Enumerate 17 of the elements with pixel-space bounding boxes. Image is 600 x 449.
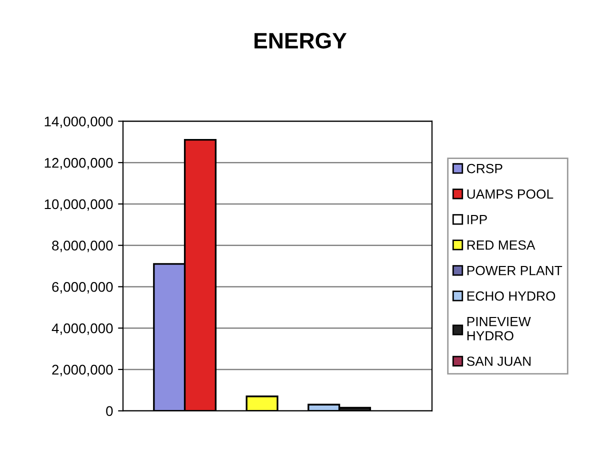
- y-tick-label: 0: [106, 406, 113, 416]
- legend-label: IPP: [468, 215, 487, 224]
- legend-label: ECHO HYDRO: [467, 291, 556, 301]
- y-tick-label: 4,000,000: [52, 323, 113, 335]
- y-tick-label: 14,000,000: [44, 116, 113, 128]
- legend-label: SAN JUAN: [466, 356, 531, 366]
- legend-label: UAMPS POOL: [467, 189, 554, 199]
- legend-label: RED MESA: [467, 240, 536, 250]
- legend-label: PINEVIEW HYDRO: [467, 316, 531, 340]
- legend-label: CRSP: [467, 164, 502, 174]
- y-tick-label: 10,000,000: [44, 199, 113, 211]
- y-tick-label: 12,000,000: [44, 158, 113, 170]
- y-tick-label: 8,000,000: [52, 240, 113, 252]
- y-tick-label: 6,000,000: [52, 282, 113, 294]
- y-tick-label: 2,000,000: [52, 364, 113, 376]
- legend-label: POWER PLANT: [467, 266, 562, 276]
- chart-title: ENERGY: [254, 32, 347, 49]
